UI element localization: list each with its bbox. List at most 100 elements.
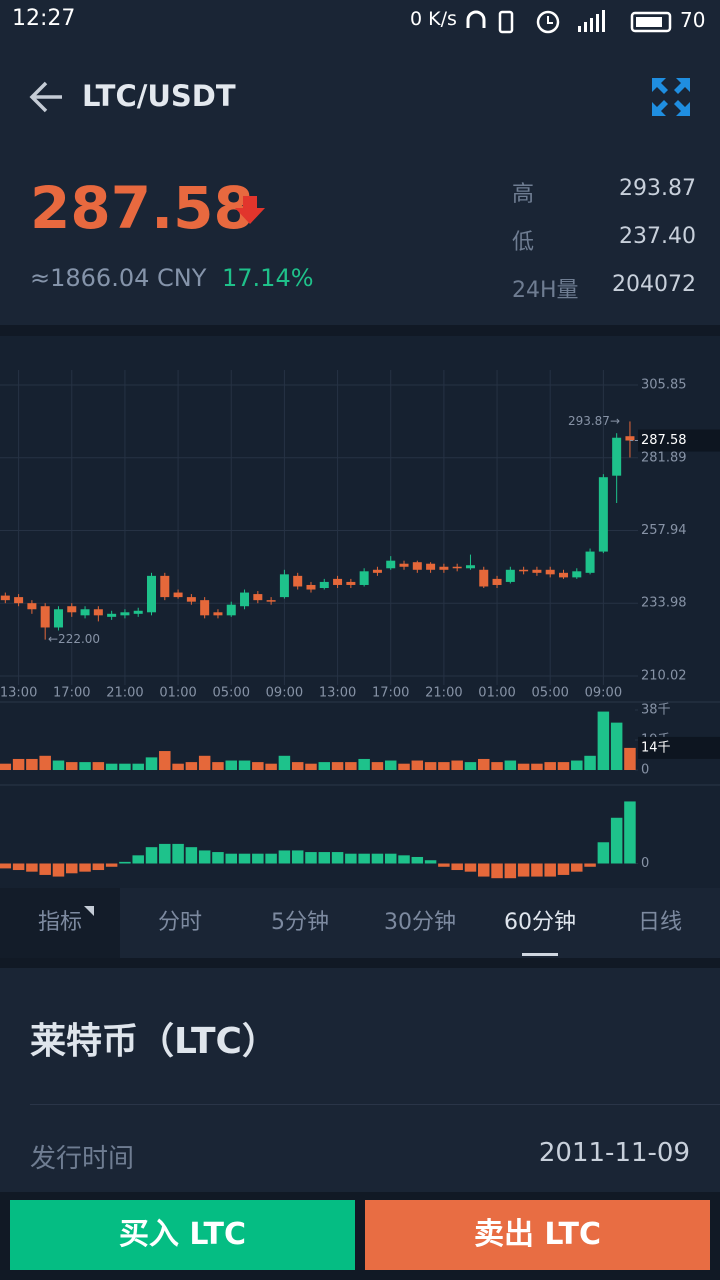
volume-bar: [531, 763, 543, 771]
macd-bar: [491, 863, 503, 879]
candle-body: [226, 604, 236, 616]
volume-bar: [39, 755, 51, 771]
tab[interactable]: 30分钟: [384, 910, 456, 935]
tab[interactable]: 指标: [37, 910, 82, 935]
candle-body: [545, 569, 555, 575]
volume-bar: [557, 762, 570, 771]
current-label: 287.58: [641, 433, 687, 448]
tab[interactable]: 日线: [637, 910, 682, 935]
y-tick-label: 233.98: [641, 596, 687, 611]
status-battery: 70: [680, 8, 706, 32]
x-tick-label: 05:00: [531, 686, 568, 701]
tab[interactable]: 分时: [157, 910, 202, 935]
volume-bar: [172, 763, 184, 771]
macd-bar: [464, 863, 477, 872]
candle-body: [439, 566, 449, 570]
volume-bar: [464, 762, 477, 771]
volume-bar: [451, 760, 463, 771]
stat-label: 高: [512, 182, 535, 207]
candle-body: [40, 606, 50, 628]
macd-bar: [52, 863, 65, 877]
fullscreen-button[interactable]: [652, 78, 690, 116]
macd-bar: [0, 863, 12, 869]
volume-bar: [145, 757, 158, 771]
candle-body: [333, 578, 343, 585]
candle-body: [80, 609, 90, 616]
candle-body: [519, 569, 529, 572]
volume-bar: [159, 751, 171, 771]
current-label: 14千: [641, 740, 671, 755]
macd-bar: [305, 852, 317, 864]
chart-background: [0, 336, 720, 888]
volume-bar: [491, 762, 503, 771]
x-tick-label: 17:00: [372, 686, 409, 701]
volume-bar: [438, 762, 450, 771]
candle-body: [558, 572, 568, 578]
y-tick-label: 305.85: [641, 378, 687, 393]
candle-body: [240, 592, 250, 607]
buy-button[interactable]: 买入 LTC: [10, 1200, 355, 1270]
volume-bar: [105, 763, 118, 771]
candle-body: [412, 562, 422, 570]
x-tick-label: 05:00: [213, 686, 250, 701]
volume-bar: [26, 758, 38, 771]
volume-bar: [198, 755, 211, 771]
stat-label: 24H量: [512, 278, 579, 303]
candle-body: [612, 437, 622, 476]
volume-bar: [238, 760, 251, 771]
macd-bar: [26, 863, 38, 872]
x-tick-label: 17:00: [53, 686, 90, 701]
volume-bar: [424, 762, 437, 771]
x-tick-label: 01:00: [159, 686, 196, 701]
macd-bar: [105, 863, 118, 867]
tab[interactable]: 60分钟: [504, 910, 576, 935]
sell-button[interactable]: 卖出 LTC: [365, 1200, 710, 1270]
volume-bar: [291, 762, 304, 771]
macd-bar: [291, 850, 304, 864]
macd-bar: [159, 843, 171, 864]
y-tick-label: 38千: [641, 703, 671, 718]
macd-bar: [12, 863, 25, 871]
candle-body: [133, 610, 143, 614]
candle-body: [266, 600, 276, 602]
volume-bar: [544, 762, 556, 771]
macd-bar: [92, 863, 105, 871]
volume-bar: [504, 760, 517, 771]
volume-bar: [358, 758, 370, 771]
candle-body: [160, 575, 170, 598]
volume-bar: [92, 762, 105, 771]
stat-value: 293.87: [619, 176, 696, 201]
candle-body: [53, 609, 63, 628]
candle-body: [67, 606, 77, 613]
candle-body: [93, 609, 103, 616]
x-tick-label: 09:00: [585, 686, 622, 701]
back-button[interactable]: [28, 80, 64, 114]
tab-bar: [0, 888, 720, 958]
candle-body: [372, 569, 382, 573]
y-tick-label: 0: [641, 763, 649, 778]
candle-body: [200, 600, 210, 616]
volume-bar: [212, 762, 224, 771]
candle-body: [27, 603, 37, 610]
macd-bar: [384, 853, 397, 864]
macd-bar: [544, 863, 556, 877]
candle-body: [359, 571, 369, 585]
volume-bar: [371, 762, 384, 771]
volume-bar: [624, 747, 636, 771]
tab[interactable]: 5分钟: [271, 910, 329, 935]
volume-bar: [571, 760, 583, 771]
volume-bar: [610, 722, 623, 771]
corner-mark: [84, 906, 94, 916]
candle-body: [505, 569, 515, 582]
candle-body: [293, 575, 303, 587]
coin-title: 莱特币（LTC）: [30, 1021, 278, 1062]
annotation: ←222.00: [48, 632, 100, 646]
volume-bar: [12, 758, 25, 771]
candle-body: [147, 575, 157, 613]
candle-body: [346, 581, 356, 585]
macd-bar: [238, 853, 251, 864]
kline-chart: 13:00 17:00 21:00 01:00 05:00 09:00 13:00 17:00…: [0, 336, 720, 888]
macd-bar: [358, 853, 370, 864]
macd-bar: [212, 852, 224, 864]
cny-price: ≈1866.04 CNY: [30, 264, 207, 292]
